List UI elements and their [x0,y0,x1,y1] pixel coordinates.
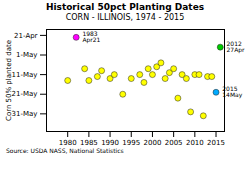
svg-text:2010: 2010 [186,139,204,147]
html-text:CORN - ILLINOIS, 1974 - 2015: CORN - ILLINOIS, 1974 - 2015 [65,13,185,22]
svg-text:2005: 2005 [165,139,183,147]
html-text:Source: USDA NASS, National St: Source: USDA NASS, National Statistics [6,147,124,154]
html-text:Historical 50pct Planting Date: Historical 50pct Planting Dates [45,2,205,12]
svg-text:1995: 1995 [122,139,140,147]
svg-text:21-May: 21-May [12,90,38,98]
svg-text:1980: 1980 [59,139,77,147]
svg-text:1983Apr21: 1983Apr21 [82,30,100,44]
svg-text:11-May: 11-May [12,71,38,79]
svg-text:201514May: 201514May [222,85,242,99]
svg-text:2000: 2000 [144,139,162,147]
svg-text:201227Apr: 201227Apr [227,40,246,54]
svg-text:31-May: 31-May [12,110,38,118]
svg-text:Corn 50% planted date: Corn 50% planted date [5,40,13,121]
svg-text:1-May: 1-May [16,51,37,59]
svg-text:2015: 2015 [207,139,225,147]
svg-text:21-Apr: 21-Apr [14,32,38,40]
svg-text:1985: 1985 [80,139,98,147]
svg-text:1990: 1990 [101,139,119,147]
